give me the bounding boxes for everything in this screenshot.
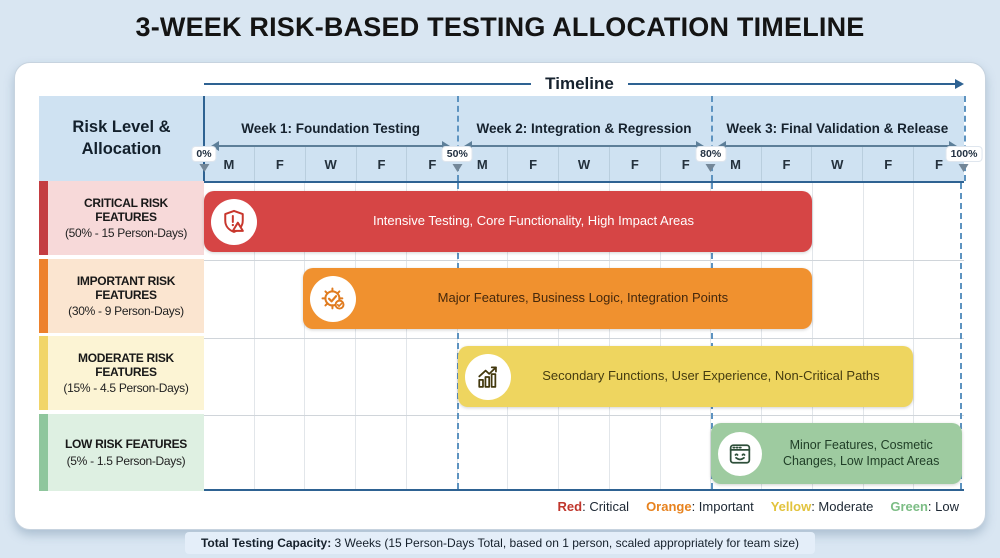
week-boundary-dashed-line <box>457 183 459 489</box>
milestone-50: 50% <box>442 147 472 172</box>
row-allocation: (50% - 15 Person-Days) <box>64 226 188 241</box>
timeline-label: Timeline <box>545 74 614 93</box>
row-title: LOW RISK FEATURES <box>64 437 187 452</box>
row-label-moderate: MODERATE RISK FEATURES (15% - 4.5 Person… <box>39 336 204 410</box>
milestone-100: 100% <box>946 147 982 172</box>
footer-caption-text: 3 Weeks (15 Person-Days Total, based on … <box>331 536 800 550</box>
day-cell: F <box>355 147 407 181</box>
week-columns: Week 1: Foundation Testing M F W F F Wee… <box>204 96 964 181</box>
bar-moderate: Secondary Functions, User Experience, No… <box>457 346 914 407</box>
header-band: Risk Level & Allocation Week 1: Foundati… <box>39 96 964 181</box>
row-allocation: (15% - 4.5 Person-Days) <box>63 381 189 396</box>
week-3-days: M F W F F <box>711 147 964 181</box>
day-cell: W <box>811 147 862 181</box>
risk-level-header: Risk Level & Allocation <box>72 118 171 158</box>
triangle-down-icon <box>452 164 463 172</box>
bar-low: Minor Features, Cosmetic Changes, Low Im… <box>710 423 963 484</box>
week-boundary-dashed-line <box>457 96 459 181</box>
timeline-axis: Timeline <box>204 74 964 94</box>
week-2-label: Week 2: Integration & Regression <box>476 121 692 136</box>
row-gridline <box>204 338 964 339</box>
milestone-0: 0% <box>192 147 216 172</box>
bar-label: Secondary Functions, User Experience, No… <box>542 368 880 384</box>
day-cell: F <box>608 147 660 181</box>
week-boundary-dashed-line <box>711 96 713 181</box>
week-boundary-dashed-line <box>964 96 966 181</box>
week-2-days: M F W F F <box>457 147 710 181</box>
day-cell: F <box>760 147 812 181</box>
day-cell: M <box>476 156 488 172</box>
week-1-label: Week 1: Foundation Testing <box>241 121 421 136</box>
milestone-80: 80% <box>696 147 726 172</box>
day-cell: F <box>507 147 558 181</box>
day-cell: F <box>659 147 711 181</box>
row-title: IMPORTANT RISK FEATURES <box>76 273 176 302</box>
milestone-chip: 100% <box>946 147 982 161</box>
week-column-2: Week 2: Integration & Regression M F W F… <box>457 96 710 181</box>
week-column-3: Week 3: Final Validation & Release M F W… <box>711 96 964 181</box>
week-3-label: Week 3: Final Validation & Release <box>726 121 949 136</box>
row-gridline <box>204 260 964 261</box>
week-column-1: Week 1: Foundation Testing M F W F F <box>204 96 457 181</box>
bar-label: Minor Features, Cosmetic Changes, Low Im… <box>783 437 940 468</box>
chart-grid: Intensive Testing, Core Functionality, H… <box>204 181 964 491</box>
week-span-arrow-icon <box>464 141 704 151</box>
bar-critical: Intensive Testing, Core Functionality, H… <box>204 191 812 252</box>
gear-check-icon <box>321 287 345 310</box>
triangle-down-icon <box>958 164 969 172</box>
row-label-important: IMPORTANT RISK FEATURES (30% - 9 Person-… <box>39 259 204 333</box>
day-cell: F <box>862 147 913 181</box>
legend-item-moderate: Yellow: Moderate <box>770 499 874 514</box>
week-boundary-dashed-line <box>960 183 962 489</box>
bar-label: Major Features, Business Logic, Integrat… <box>437 290 729 306</box>
row-gridline <box>204 415 964 416</box>
milestone-chip: 0% <box>192 147 216 161</box>
week-boundary-dashed-line <box>711 183 713 489</box>
legend-item-important: Orange: Important <box>646 499 754 514</box>
footer-caption-bold: Total Testing Capacity: <box>200 536 332 550</box>
page-title: 3-WEEK RISK-BASED TESTING ALLOCATION TIM… <box>135 12 865 42</box>
chart-growth-icon <box>478 366 497 388</box>
week-1-days: M F W F F <box>204 147 457 181</box>
row-title: MODERATE RISK FEATURES <box>78 350 174 379</box>
legend: Red: Critical Orange: Important Yellow: … <box>558 499 959 514</box>
milestone-chip: 80% <box>696 147 726 161</box>
window-smile-icon <box>729 443 751 464</box>
arrow-right-icon <box>955 79 964 89</box>
triangle-down-icon <box>199 164 209 172</box>
day-cell: W <box>558 147 609 181</box>
legend-item-critical: Red: Critical <box>557 499 630 514</box>
timeline-axis-line-left <box>204 83 532 85</box>
day-cell: F <box>253 147 305 181</box>
timeline-card: Timeline Risk Level & Allocation Week 1:… <box>14 62 986 530</box>
day-cell: W <box>304 147 356 181</box>
week-span-arrow-icon <box>717 141 958 151</box>
bar-important: Major Features, Business Logic, Integrat… <box>302 268 812 329</box>
timeline-axis-line-right <box>627 83 955 85</box>
legend-item-low: Green: Low <box>890 499 959 514</box>
row-allocation: (5% - 1.5 Person-Days) <box>66 453 186 468</box>
day-cell: M <box>730 156 741 172</box>
footer-caption: Total Testing Capacity: 3 Weeks (15 Pers… <box>0 532 1000 554</box>
day-cell: F <box>913 147 964 181</box>
row-title: CRITICAL RISK FEATURES <box>84 195 168 224</box>
triangle-down-icon <box>705 164 716 172</box>
timeline-start-line <box>203 96 205 181</box>
week-span-arrow-icon <box>210 141 451 151</box>
day-cell: M <box>223 156 235 172</box>
bar-label: Intensive Testing, Core Functionality, H… <box>372 213 695 229</box>
row-allocation: (30% - 9 Person-Days) <box>68 304 184 319</box>
day-cell: F <box>406 147 457 181</box>
row-label-low: LOW RISK FEATURES (5% - 1.5 Person-Days) <box>39 414 204 491</box>
shield-alert-icon <box>224 209 244 233</box>
row-label-critical: CRITICAL RISK FEATURES (50% - 15 Person-… <box>39 181 204 255</box>
milestone-chip: 50% <box>442 147 472 161</box>
